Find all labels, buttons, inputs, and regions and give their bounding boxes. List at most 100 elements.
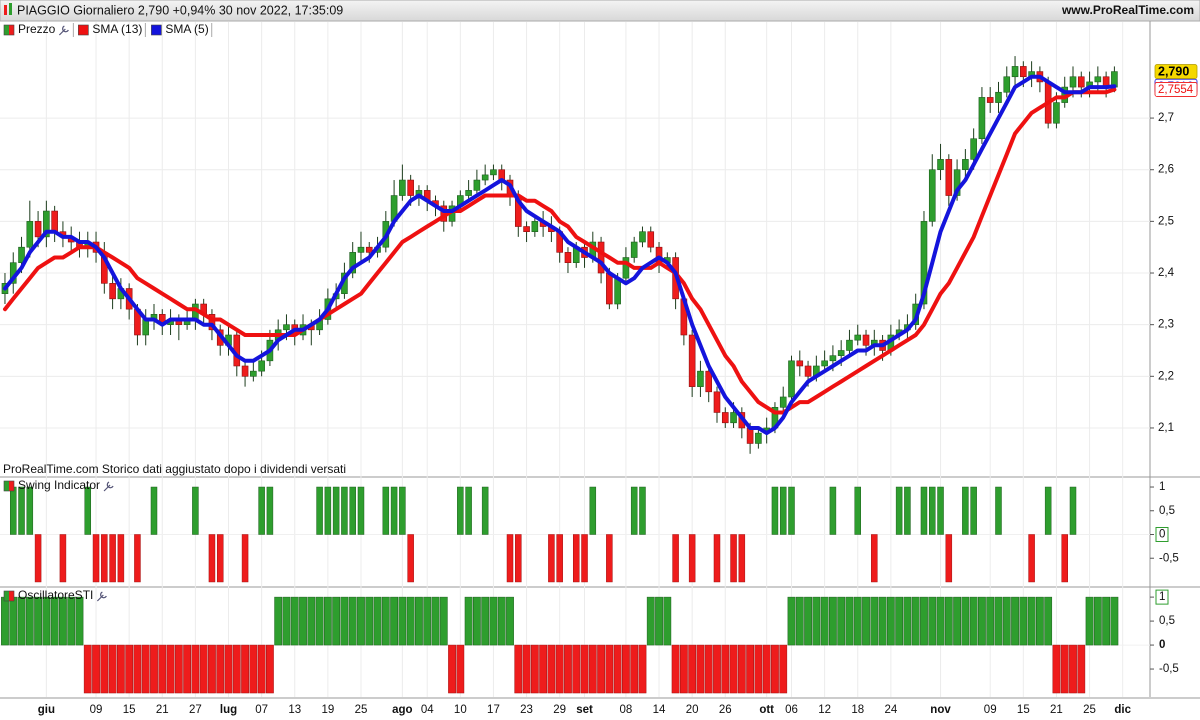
candle-body xyxy=(713,391,721,413)
indicator-bar xyxy=(25,596,34,646)
candle-body xyxy=(531,221,539,232)
indicator-bar xyxy=(1069,644,1077,694)
candle-body xyxy=(755,432,762,444)
current-value-box xyxy=(1155,526,1169,542)
indicator-bar xyxy=(1052,644,1061,694)
indicator-bar xyxy=(290,596,299,646)
indicator-bar xyxy=(266,644,274,694)
indicator-bar xyxy=(555,644,564,694)
last-value-box xyxy=(1154,82,1198,97)
indicator-bar xyxy=(473,596,481,646)
indicator-bar xyxy=(795,596,804,646)
candle-body xyxy=(862,334,870,346)
x-tick-label: nov xyxy=(930,704,951,716)
indicator-bar xyxy=(481,596,490,646)
indicator-bar xyxy=(713,644,721,694)
sma-line xyxy=(3,74,1117,436)
indicator-bar xyxy=(349,486,356,535)
swatch xyxy=(4,25,9,35)
candle-body xyxy=(962,159,969,171)
candle-body xyxy=(1011,66,1019,78)
indicator-bar xyxy=(208,644,216,694)
candle-body xyxy=(978,97,986,140)
indicator-bar xyxy=(141,644,150,694)
indicator-bar xyxy=(589,486,597,535)
indicator-bar xyxy=(1044,486,1052,535)
y-tick-label: 2,5 xyxy=(1158,215,1174,227)
indicator-bar xyxy=(762,644,771,694)
indicator-bar xyxy=(920,486,928,535)
indicator-bar xyxy=(257,644,266,694)
candle-body xyxy=(945,159,953,196)
indicator-bar xyxy=(1002,596,1011,646)
candle-body xyxy=(721,412,729,424)
candle-body xyxy=(995,91,1002,103)
indicator-bar xyxy=(962,486,969,535)
candle-body xyxy=(142,319,150,336)
x-tick-label: set xyxy=(576,704,593,716)
indicator-bar xyxy=(101,534,108,583)
indicator-bar xyxy=(83,644,92,694)
indicator-bar xyxy=(489,596,498,646)
candle-body xyxy=(970,138,977,160)
indicator-bar xyxy=(92,644,100,694)
indicator-bar xyxy=(84,486,92,535)
indicator-bar xyxy=(871,534,878,583)
indicator-bar xyxy=(282,596,291,646)
indicator-bar xyxy=(134,534,141,583)
x-tick-label: 09 xyxy=(984,704,997,716)
indicator-bar xyxy=(713,534,721,583)
panel-title: OscillatoreSTI xyxy=(18,588,93,602)
indicator-bar xyxy=(986,596,995,646)
candle-body xyxy=(34,221,42,238)
legend-label: Prezzo xyxy=(18,22,56,36)
swatch-border xyxy=(78,24,89,36)
indicator-bar xyxy=(655,596,663,646)
x-tick-label: 13 xyxy=(288,704,301,716)
x-tick-label: 23 xyxy=(520,704,533,716)
candle-body xyxy=(829,355,837,362)
y-tick-label: 2,4 xyxy=(1158,267,1175,279)
indicator-bar xyxy=(17,596,26,646)
indicator-bar xyxy=(315,596,324,646)
swatch xyxy=(9,481,14,491)
x-tick-label: lug xyxy=(220,704,237,716)
indicator-bar xyxy=(1061,534,1068,583)
indicator-bar xyxy=(613,644,622,694)
swatch xyxy=(4,481,9,491)
legend-swatch xyxy=(3,24,15,36)
x-tick-label: 10 xyxy=(454,704,467,716)
indicator-bar xyxy=(365,596,374,646)
candle-body xyxy=(846,339,853,351)
indicator-bar xyxy=(944,596,953,646)
indicator-bar xyxy=(729,644,738,694)
x-tick-label: 14 xyxy=(653,704,666,716)
indicator-bar xyxy=(812,596,821,646)
swatch-border xyxy=(151,24,162,36)
indicator-bar xyxy=(1102,596,1111,646)
indicator-bar xyxy=(307,596,316,646)
candle-body xyxy=(688,334,696,387)
indicator-bar xyxy=(465,486,472,535)
candle-body xyxy=(1053,102,1060,124)
candle-body xyxy=(250,370,257,377)
indicator-bar xyxy=(340,596,349,646)
indicator-bar xyxy=(937,486,944,535)
indicator-bar xyxy=(406,596,415,646)
indicator-bar xyxy=(904,486,911,535)
indicator-bar xyxy=(407,534,414,583)
current-value-box xyxy=(1155,589,1169,605)
legend-swatch xyxy=(151,24,162,36)
indicator-bar xyxy=(854,486,861,535)
indicator-bar xyxy=(928,596,937,646)
indicator-bar xyxy=(332,486,340,535)
candle-body xyxy=(639,231,646,243)
x-tick-label: 17 xyxy=(487,704,500,716)
indicator-bar xyxy=(324,486,332,535)
indicator-bar xyxy=(730,534,737,583)
candle-body xyxy=(109,283,116,300)
indicator-bar xyxy=(150,486,158,535)
indicator-bar xyxy=(332,596,341,646)
indicator-bar xyxy=(994,596,1003,646)
y-tick-label: -0,5 xyxy=(1159,663,1179,675)
